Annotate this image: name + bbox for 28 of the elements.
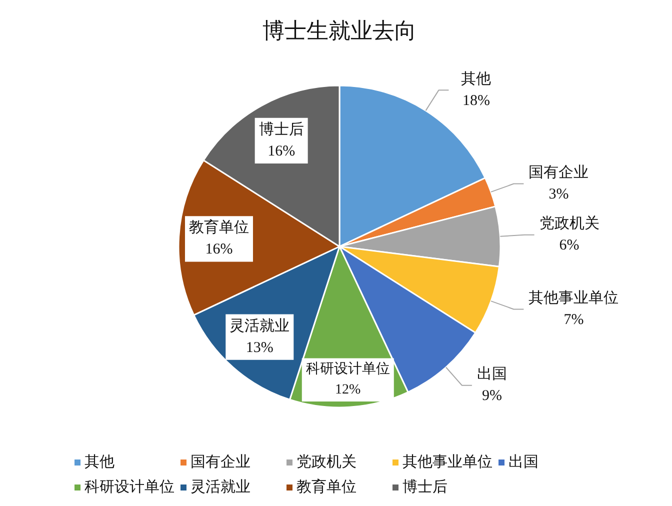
slice-label: 教育单位: [188, 219, 249, 236]
slice-label: 党政机关: [539, 215, 600, 232]
data-label: 3%: [548, 186, 569, 203]
slice-label: 其他事业单位: [528, 289, 619, 306]
data-label: 7%: [564, 312, 584, 328]
legend-label: 其他: [84, 454, 114, 470]
slice-label: 科研设计单位: [306, 361, 390, 378]
data-label: 18%: [462, 92, 490, 109]
data-label: 16%: [268, 143, 296, 160]
data-label: 6%: [559, 238, 580, 254]
legend-label: 教育单位: [296, 478, 356, 496]
legend-label: 博士后: [402, 478, 448, 496]
data-label: 12%: [335, 382, 362, 398]
legend-label: 国有企业: [190, 454, 250, 470]
legend-label: 党政机关: [296, 454, 356, 470]
slice-label: 出国: [476, 366, 507, 383]
slice-label: 博士后: [258, 120, 304, 138]
data-label: 13%: [246, 340, 274, 356]
slice-label: 国有企业: [528, 164, 589, 181]
legend-label: 其他事业单位: [402, 454, 492, 470]
legend-label: 科研设计单位: [84, 478, 174, 496]
chart-title: 博士生就业去向: [262, 18, 416, 43]
data-label: 16%: [205, 242, 233, 258]
data-label: 9%: [482, 388, 502, 404]
slice-label: 其他: [461, 70, 492, 88]
legend-label: 出国: [508, 454, 538, 470]
legend-label: 灵活就业: [190, 478, 250, 496]
slice-label: 灵活就业: [230, 317, 290, 334]
